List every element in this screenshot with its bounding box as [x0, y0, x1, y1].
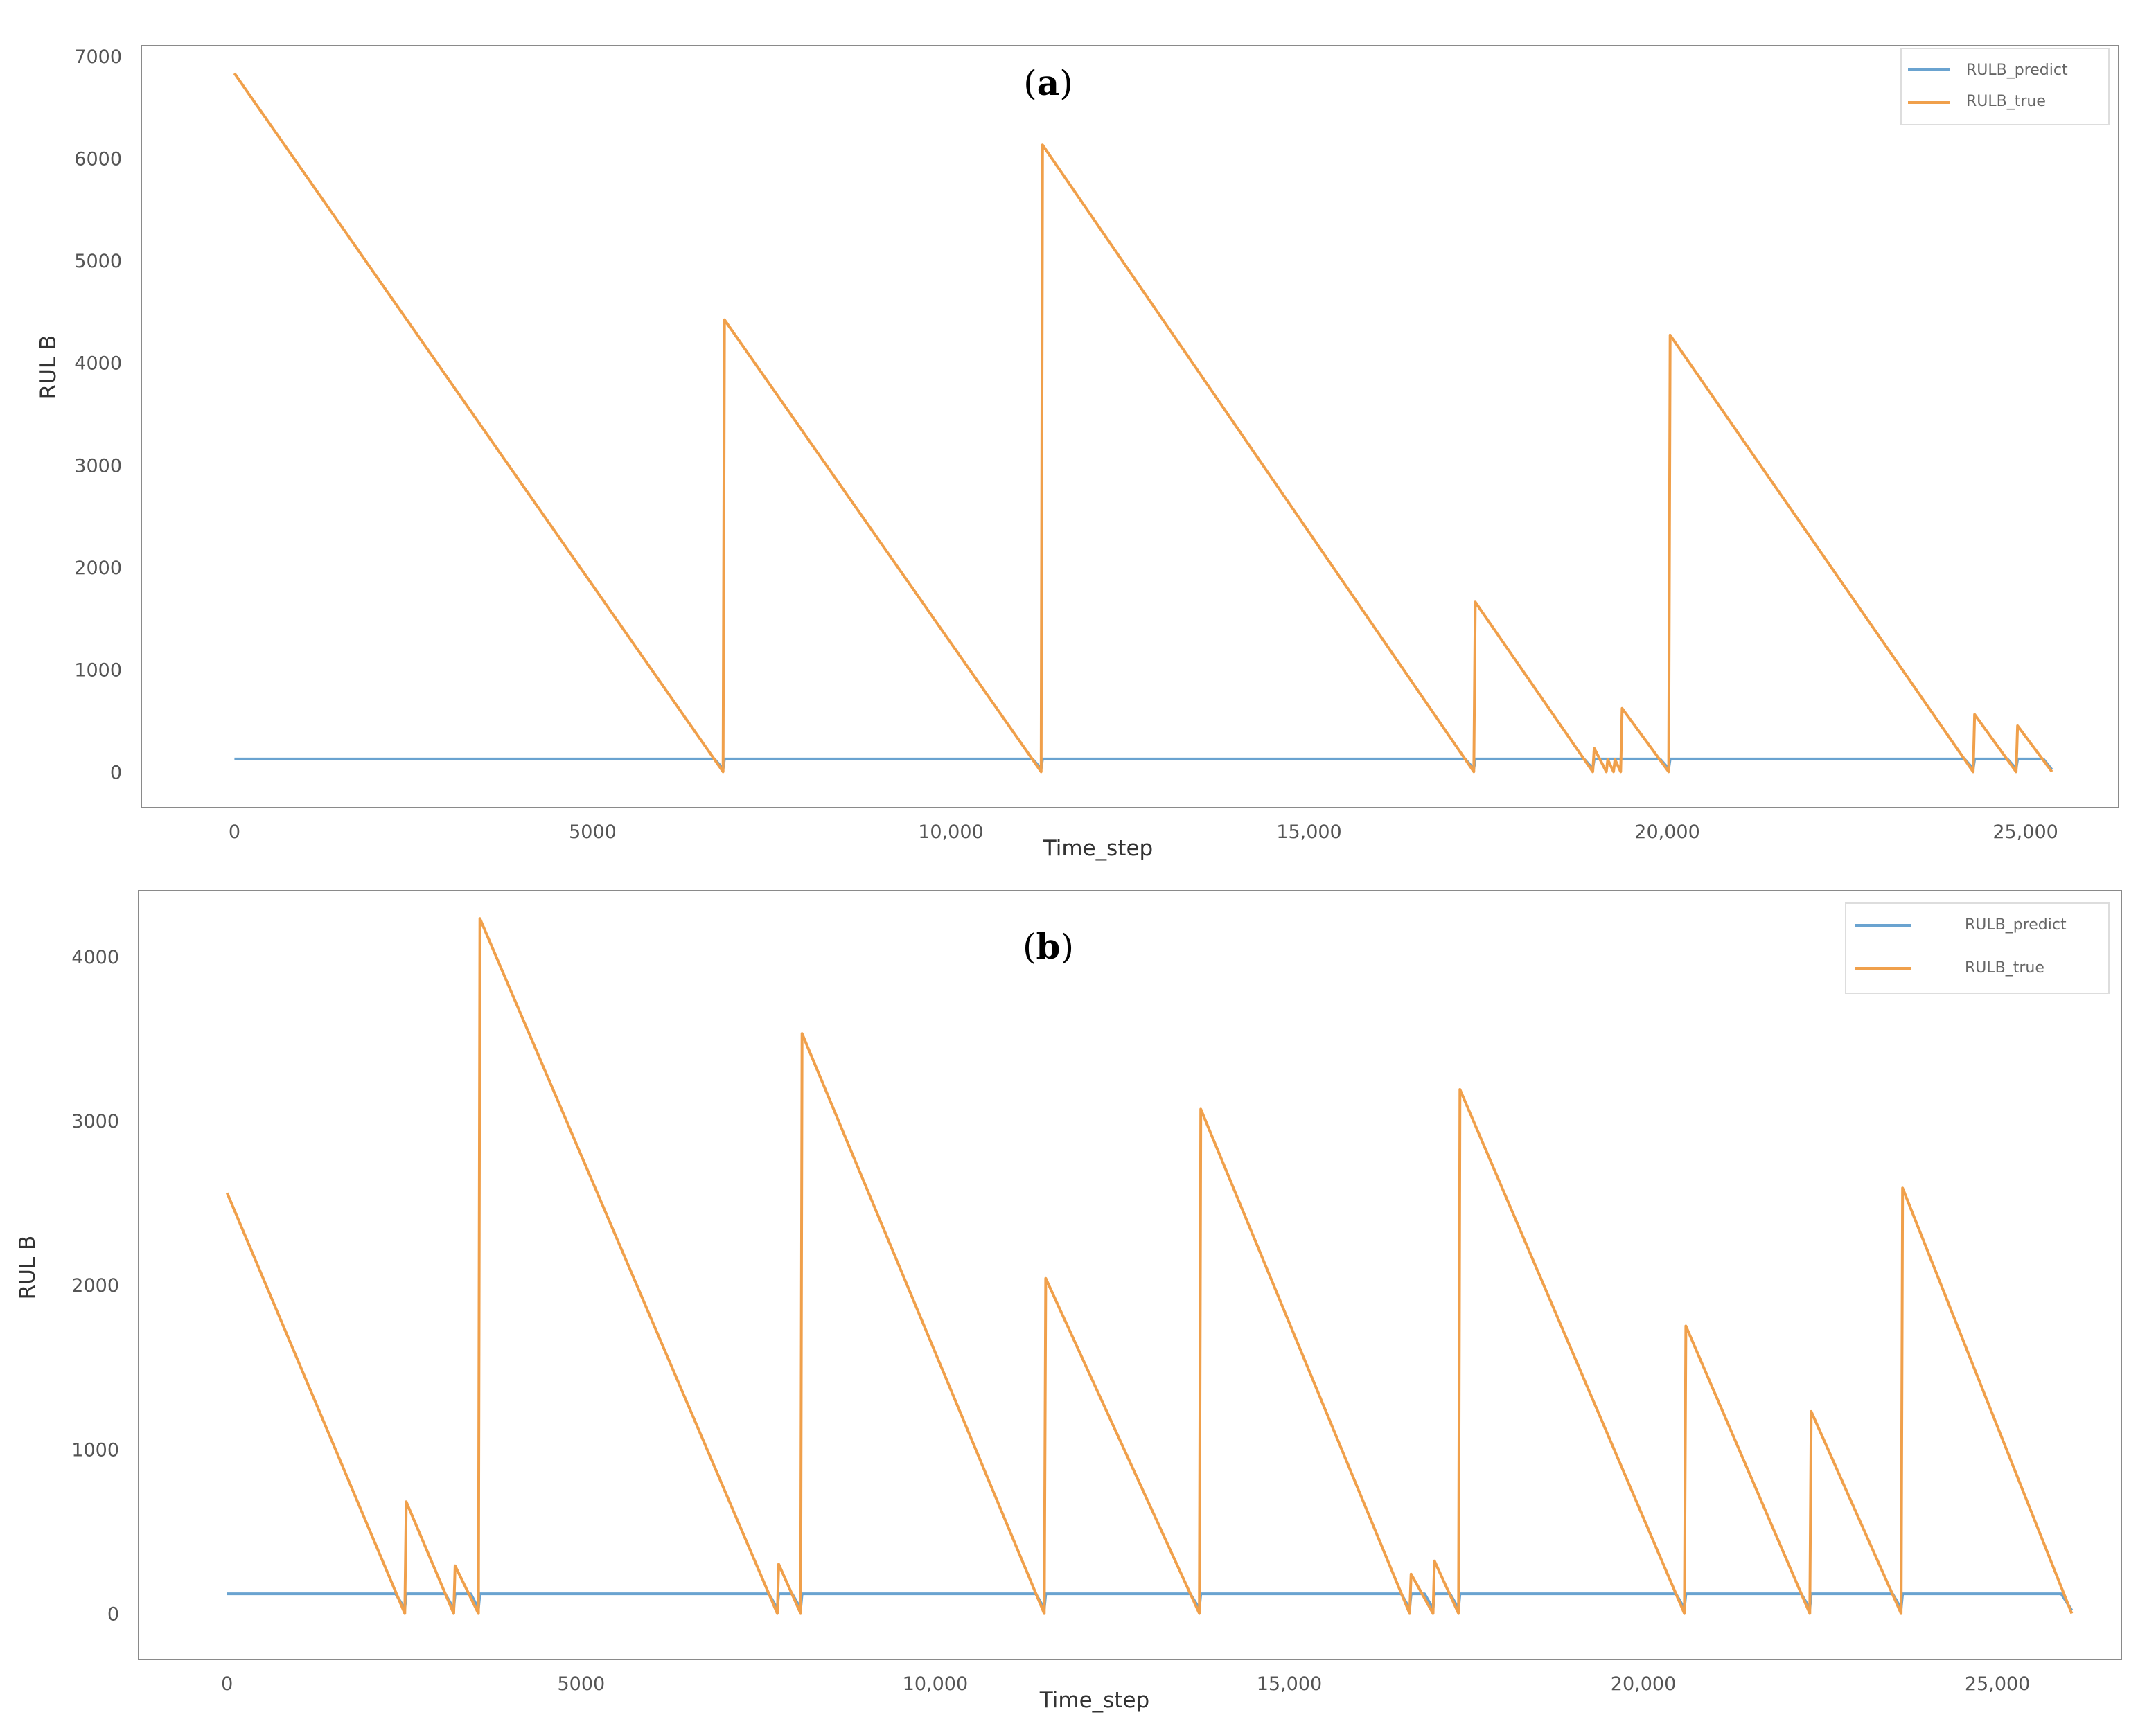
panel-a-legend: RULB_predict RULB_true [1900, 48, 2110, 125]
panel-b-legend: RULB_predict RULB_true [1845, 902, 2110, 994]
panel-b-y-tick-label-2: 2000 [71, 1275, 119, 1297]
panel-b: 0 1000 2000 3000 4000 0 5000 10,000 15,000 20,00… [15, 890, 2122, 1713]
panel-a-x-axis-label: Time_step [1043, 836, 1153, 861]
panel-a-letter: a [1037, 62, 1059, 103]
panel-a-y-tick-label-3: 3000 [74, 455, 122, 477]
panel-b-x-tick-label-4: 20,000 [1611, 1673, 1676, 1695]
panel-a-y-tick-label-2: 2000 [74, 558, 122, 579]
panel-b-y-tick-label-0: 0 [107, 1604, 119, 1626]
panel-a-legend-true-label: RULB_true [1966, 93, 2046, 110]
panel-b-legend-true-label: RULB_true [1965, 959, 2044, 977]
panel-a-x-tick-label-5: 25,000 [1992, 821, 2058, 843]
panel-a-frame [141, 45, 2119, 808]
panel-b-frame [138, 890, 2122, 1660]
panel-b-y-tick-label-1: 1000 [71, 1439, 119, 1461]
panel-a-y-tick-label-6: 6000 [74, 148, 122, 170]
panel-b-y-tick-label-4: 4000 [71, 947, 119, 968]
panel-a-x-tick-label-0: 0 [229, 821, 240, 843]
panel-a-y-tick-label-1: 1000 [74, 660, 122, 682]
panel-b-label: (b) [1023, 926, 1074, 967]
panel-a-y-tick-label-7: 7000 [74, 46, 122, 68]
panel-a-legend-predict-label: RULB_predict [1966, 62, 2068, 79]
panel-b-x-tick-label-2: 10,000 [903, 1673, 968, 1695]
panel-a-x-tick-label-4: 20,000 [1634, 821, 1699, 843]
panel-b-y-tick-label-3: 3000 [71, 1111, 119, 1132]
panel-b-x-ticks: 0 5000 10,000 15,000 20,000 25,000 [221, 1673, 2030, 1695]
panel-a-lines [233, 72, 2053, 774]
panel-b-x-tick-label-3: 15,000 [1257, 1673, 1322, 1695]
panel-a-x-tick-label-3: 15,000 [1276, 821, 1341, 843]
panel-b-x-axis-label: Time_step [1039, 1688, 1149, 1713]
panel-a-x-tick-label-1: 5000 [569, 821, 617, 843]
panel-a-x-ticks: 0 5000 10,000 15,000 20,000 25,000 [229, 821, 2058, 843]
panel-b-letter: b [1036, 926, 1061, 967]
panel-a-x-tick-label-2: 10,000 [918, 821, 983, 843]
panel-b-x-tick-label-1: 5000 [557, 1673, 605, 1695]
panel-a-y-axis-label: RUL B [36, 335, 61, 400]
panel-a-legend-box [1900, 48, 2110, 125]
panel-b-series-rulb-true-line [225, 917, 2074, 1615]
panel-a-y-tick-label-0: 0 [110, 762, 122, 783]
panel-b-y-ticks: 0 1000 2000 3000 4000 [71, 947, 119, 1626]
panel-a-label: (a) [1023, 62, 1072, 103]
panel-a-series-rulb-true-line [233, 72, 2053, 774]
panel-b-legend-box [1845, 902, 2110, 994]
panel-b-x-tick-label-5: 25,000 [1965, 1673, 2030, 1695]
panel-b-y-axis-label: RUL B [15, 1236, 40, 1300]
panel-a-y-tick-label-5: 5000 [74, 251, 122, 272]
panel-a-y-ticks: 0 1000 2000 3000 4000 5000 6000 7000 [74, 46, 122, 784]
panel-a-y-tick-label-4: 4000 [74, 353, 122, 375]
panel-a: 0 1000 2000 3000 4000 5000 6000 7000 0 5000 10,00… [36, 45, 2119, 861]
panel-b-legend-predict-label: RULB_predict [1965, 916, 2067, 934]
panel-b-lines [225, 917, 2074, 1615]
panel-b-x-tick-label-0: 0 [221, 1673, 233, 1695]
